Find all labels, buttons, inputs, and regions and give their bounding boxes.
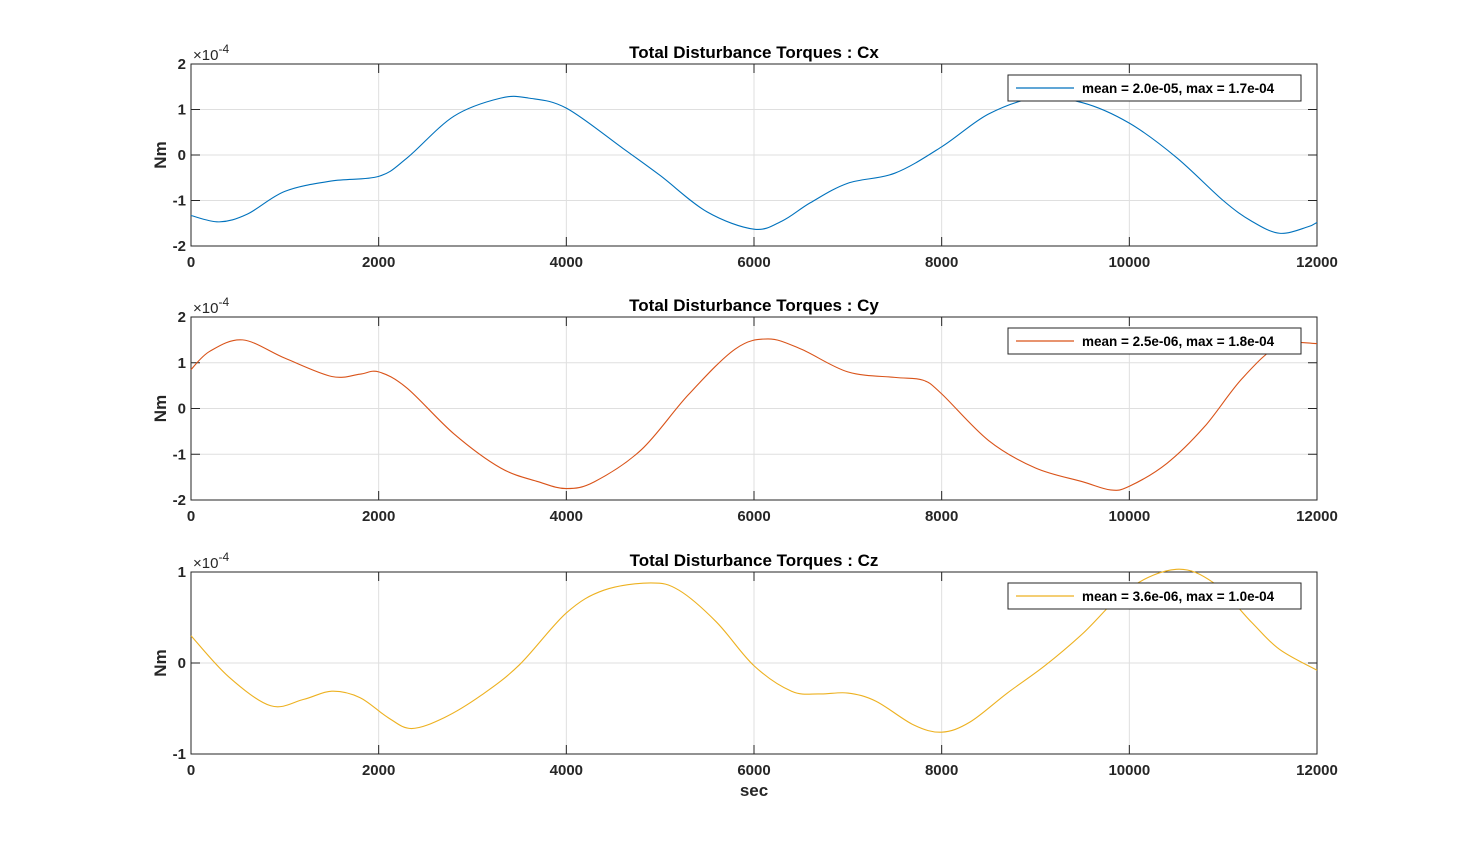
x-tick-label: 4000 <box>550 762 583 779</box>
x-axis-label: sec <box>740 781 768 800</box>
y-tick-label: 1 <box>178 102 186 119</box>
y-exponent-label: ×10-4 <box>193 42 229 64</box>
y-tick-label: -1 <box>173 193 186 210</box>
y-tick-label: -1 <box>173 446 186 463</box>
y-tick-label: -2 <box>173 492 186 509</box>
exponent-power: -4 <box>218 42 229 56</box>
exponent-base: ×10 <box>193 300 218 317</box>
y-axis-label: Nm <box>151 141 170 168</box>
subplot-title: Total Disturbance Torques : Cy <box>629 296 879 315</box>
x-tick-label: 6000 <box>737 762 770 779</box>
legend-label: mean = 3.6e-06, max = 1.0e-04 <box>1082 589 1275 604</box>
y-exponent-label: ×10-4 <box>193 550 229 572</box>
x-tick-label: 12000 <box>1296 254 1338 271</box>
x-tick-label: 10000 <box>1108 254 1150 271</box>
x-tick-label: 8000 <box>925 762 958 779</box>
y-tick-label: 1 <box>178 355 186 372</box>
x-tick-label: 8000 <box>925 254 958 271</box>
x-tick-label: 4000 <box>550 254 583 271</box>
x-tick-label: 2000 <box>362 508 395 525</box>
x-tick-label: 10000 <box>1108 508 1150 525</box>
x-tick-label: 0 <box>187 508 195 525</box>
y-exponent-label: ×10-4 <box>193 295 229 317</box>
exponent-base: ×10 <box>193 47 218 64</box>
y-axis-label: Nm <box>151 395 170 422</box>
subplot-1: 0 2000 4000 6000 8000 10000 12000 -2 -1 0 1 2 ×10-4 T… <box>151 42 1338 271</box>
x-tick-label: 12000 <box>1296 508 1338 525</box>
subplot-title: Total Disturbance Torques : Cx <box>629 43 879 62</box>
y-tick-label: 0 <box>178 401 186 418</box>
y-tick-label: 1 <box>178 564 186 581</box>
y-tick-label: -1 <box>173 746 186 763</box>
legend-box <box>1007 582 1302 610</box>
y-axis-label: Nm <box>151 649 170 676</box>
x-tick-label: 8000 <box>925 508 958 525</box>
x-tick-label: 0 <box>187 254 195 271</box>
subplot-title: Total Disturbance Torques : Cz <box>630 551 879 570</box>
legend-label: mean = 2.0e-05, max = 1.7e-04 <box>1082 81 1275 96</box>
y-tick-label: 0 <box>178 147 186 164</box>
x-tick-label: 2000 <box>362 762 395 779</box>
exponent-power: -4 <box>218 295 229 309</box>
y-tick-label: 0 <box>178 655 186 672</box>
x-tick-label: 2000 <box>362 254 395 271</box>
y-tick-label: 2 <box>178 309 186 326</box>
exponent-power: -4 <box>218 550 229 564</box>
y-tick-label: 2 <box>178 56 186 73</box>
subplot-3: 0 2000 4000 6000 8000 10000 12000-101×10-4 Tota… <box>151 550 1338 779</box>
series-line <box>190 338 1318 491</box>
x-tick-label: 12000 <box>1296 762 1338 779</box>
x-tick-label: 10000 <box>1108 762 1150 779</box>
legend-label: mean = 2.5e-06, max = 1.8e-04 <box>1082 334 1275 349</box>
series-line <box>190 95 1318 234</box>
x-tick-label: 0 <box>187 762 195 779</box>
exponent-base: ×10 <box>193 555 218 572</box>
x-tick-label: 6000 <box>737 254 770 271</box>
x-tick-label: 6000 <box>737 508 770 525</box>
y-tick-label: -2 <box>173 238 186 255</box>
subplot-2: 0 2000 4000 6000 8000 10000 12000 -2 -1 0 1 2 ×10-4 T… <box>151 295 1338 525</box>
x-tick-label: 4000 <box>550 508 583 525</box>
